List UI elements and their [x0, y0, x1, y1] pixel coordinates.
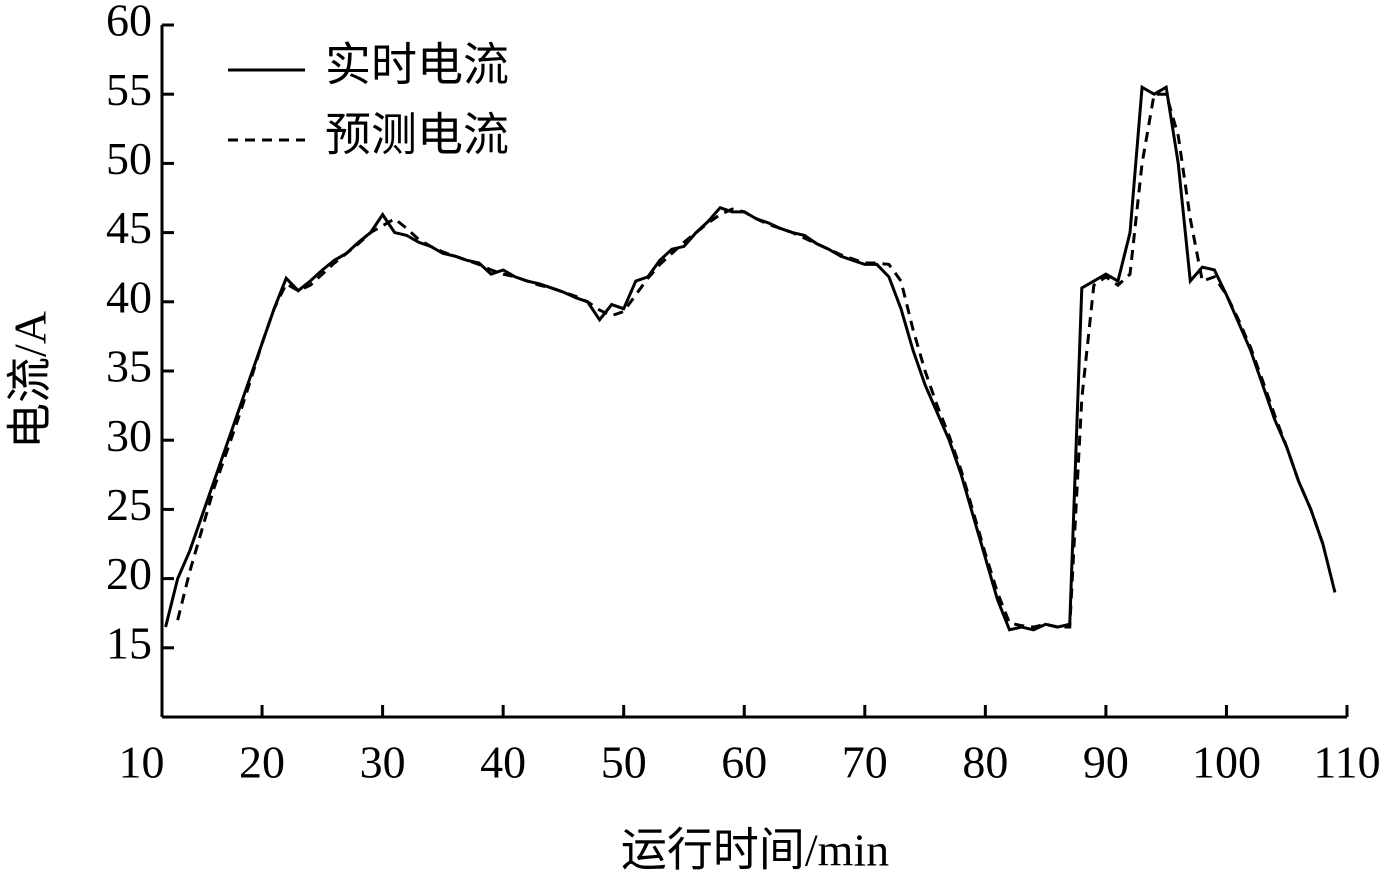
- series-line: [176, 92, 1325, 629]
- y-tick-label: 55: [106, 64, 152, 115]
- x-tick-label: 30: [360, 737, 406, 788]
- x-tick-label: 100: [1192, 737, 1261, 788]
- x-tick-label: 50: [601, 737, 647, 788]
- y-tick-label: 35: [106, 341, 152, 392]
- y-tick-label: 50: [106, 133, 152, 184]
- x-tick-label: 80: [962, 737, 1008, 788]
- legend-label: 实时电流: [325, 40, 509, 91]
- y-tick-label: 30: [106, 410, 152, 461]
- series-line: [164, 84, 1337, 632]
- x-tick-label: 20: [239, 737, 285, 788]
- y-tick-label: 15: [106, 617, 152, 668]
- x-tick-label: 10: [119, 737, 165, 788]
- y-tick-label: 40: [106, 271, 152, 322]
- y-tick-label: 25: [106, 479, 152, 530]
- x-tick-label: 90: [1083, 737, 1129, 788]
- y-tick-label: 20: [106, 548, 152, 599]
- y-tick-label: 45: [106, 202, 152, 253]
- y-axis-label: 电流/A: [5, 311, 56, 449]
- y-tick-label: 60: [106, 0, 152, 46]
- x-axis-label: 运行时间/min: [621, 825, 889, 876]
- x-tick-label: 110: [1313, 737, 1380, 788]
- x-tick-label: 60: [721, 737, 767, 788]
- x-tick-label: 40: [480, 737, 526, 788]
- x-tick-label: 70: [842, 737, 888, 788]
- legend-label: 预测电流: [325, 110, 509, 161]
